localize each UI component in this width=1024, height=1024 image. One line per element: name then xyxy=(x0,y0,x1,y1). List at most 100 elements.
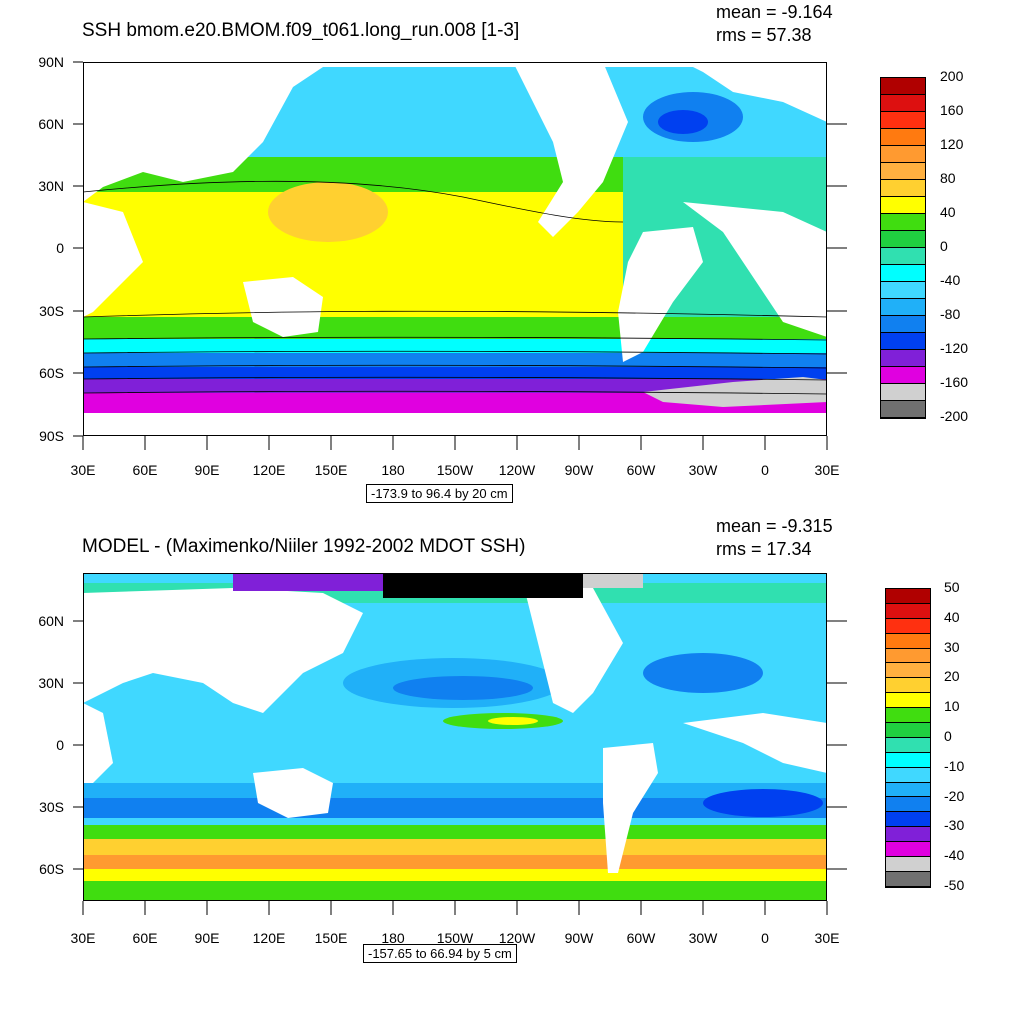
bottom-lon-label: 60W xyxy=(626,930,656,946)
colorbar-label: 120 xyxy=(940,136,964,152)
colorbar-swatch xyxy=(881,95,925,112)
colorbar-label: -80 xyxy=(940,306,961,322)
top-lat-label: 90N xyxy=(38,54,64,70)
colorbar-label: 50 xyxy=(944,579,960,595)
colorbar-swatch xyxy=(881,367,925,384)
top-lat-label: 0 xyxy=(56,240,64,256)
bottom-lon-label: 30W xyxy=(688,930,718,946)
colorbar-swatch xyxy=(881,282,925,299)
colorbar-label: 20 xyxy=(944,668,960,685)
bottom-lon-label: 30E xyxy=(70,930,96,946)
colorbar-swatch xyxy=(881,265,925,282)
colorbar-swatch xyxy=(886,782,930,798)
bottom-lon-label: 150W xyxy=(436,930,474,946)
bottom-lat-label: 0 xyxy=(56,737,64,753)
colorbar-label: -30 xyxy=(944,817,965,834)
colorbar-label: 40 xyxy=(944,608,960,625)
colorbar-swatch xyxy=(886,678,930,694)
colorbar-swatch xyxy=(881,78,925,95)
bottom-map-title: MODEL - (Maximenko/Niiler 1992-2002 MDOT… xyxy=(82,536,526,557)
colorbar-swatch xyxy=(881,248,925,265)
colorbar-label: -200 xyxy=(940,408,969,424)
top-mean-value: mean = -9.164 xyxy=(716,2,833,22)
colorbar-swatch xyxy=(886,723,930,738)
colorbar-swatch xyxy=(886,857,930,872)
colorbar-swatch xyxy=(886,737,930,753)
top-colorbar xyxy=(880,77,926,419)
colorbar-label: 0 xyxy=(940,238,948,254)
top-lat-label: 60S xyxy=(39,365,64,381)
colorbar-swatch xyxy=(881,231,925,248)
top-lat-label: 30N xyxy=(38,178,64,194)
colorbar-label: -50 xyxy=(944,877,965,893)
colorbar-swatch xyxy=(886,589,930,604)
bottom-lat-label: 60N xyxy=(38,613,64,629)
colorbar-swatch xyxy=(886,633,930,649)
colorbar-swatch xyxy=(886,767,930,783)
bottom-colorbar xyxy=(885,588,931,888)
top-lon-label: 150W xyxy=(436,462,474,478)
colorbar-swatch xyxy=(881,197,925,214)
bottom-rms-value: rms = 17.34 xyxy=(716,539,812,559)
top-lon-label: 0 xyxy=(761,462,769,478)
top-lon-label: 60E xyxy=(132,462,158,478)
colorbar-label: 0 xyxy=(944,728,952,744)
colorbar-swatch xyxy=(886,663,930,679)
top-lon-label: 120W xyxy=(498,462,536,478)
bottom-lon-label: 30E xyxy=(814,930,840,946)
colorbar-label: 10 xyxy=(944,698,960,715)
colorbar-label: -20 xyxy=(944,787,965,804)
colorbar-label: -10 xyxy=(944,757,965,774)
colorbar-swatch xyxy=(886,648,930,664)
colorbar-label: 80 xyxy=(940,170,956,186)
top-map-panel: SSH bmom.e20.BMOM.f09_t061.long_run.008 … xyxy=(0,0,1024,510)
colorbar-swatch xyxy=(886,618,930,634)
top-lon-label: 30W xyxy=(688,462,718,478)
top-lon-label: 180 xyxy=(381,462,405,478)
colorbar-label: -120 xyxy=(940,340,969,356)
bottom-lon-label: 120E xyxy=(252,930,286,946)
bottom-lon-label: 120W xyxy=(498,930,536,946)
colorbar-swatch xyxy=(886,603,930,619)
bottom-lat-label: 30S xyxy=(39,799,64,815)
colorbar-label: 200 xyxy=(940,68,964,84)
bottom-lon-label: 90W xyxy=(564,930,594,946)
colorbar-label: -160 xyxy=(940,374,969,390)
colorbar-label: 40 xyxy=(940,204,956,220)
colorbar-swatch xyxy=(886,842,930,858)
colorbar-label: 30 xyxy=(944,638,960,655)
top-lon-label: 90W xyxy=(564,462,594,478)
colorbar-swatch xyxy=(886,752,930,768)
colorbar-swatch xyxy=(881,384,925,401)
colorbar-swatch xyxy=(886,871,930,887)
bottom-lon-label: 150E xyxy=(314,930,348,946)
colorbar-swatch xyxy=(886,812,930,828)
colorbar-swatch xyxy=(881,333,925,350)
colorbar-swatch xyxy=(881,214,925,231)
bottom-lat-label: 30N xyxy=(38,675,64,691)
bottom-mean-value: mean = -9.315 xyxy=(716,516,833,536)
bottom-lat-label: 60S xyxy=(39,861,64,877)
top-lon-label: 90E xyxy=(194,462,220,478)
bottom-contour-range: -157.65 to 66.94 by 5 cm xyxy=(363,944,517,963)
colorbar-swatch xyxy=(881,146,925,163)
bottom-ssh-difference-map xyxy=(83,573,827,901)
bottom-lon-label: 180 xyxy=(381,930,405,946)
colorbar-swatch xyxy=(881,299,925,316)
bottom-lon-label: 60E xyxy=(132,930,158,946)
top-lon-label: 150E xyxy=(314,462,348,478)
top-rms-value: rms = 57.38 xyxy=(716,25,812,45)
bottom-lon-label: 0 xyxy=(761,930,769,946)
colorbar-swatch xyxy=(881,112,925,129)
top-lat-label: 60N xyxy=(38,116,64,132)
bottom-map-panel: MODEL - (Maximenko/Niiler 1992-2002 MDOT… xyxy=(0,510,1024,980)
top-lon-label: 60W xyxy=(626,462,656,478)
colorbar-swatch xyxy=(886,708,930,724)
top-lon-label: 30E xyxy=(70,462,96,478)
top-lat-label: 30S xyxy=(39,303,64,319)
top-lon-label: 120E xyxy=(252,462,286,478)
top-contour-range: -173.9 to 96.4 by 20 cm xyxy=(366,484,513,503)
top-ssh-map xyxy=(83,62,827,436)
top-map-title: SSH bmom.e20.BMOM.f09_t061.long_run.008 … xyxy=(82,20,520,41)
colorbar-label: -40 xyxy=(940,272,961,288)
